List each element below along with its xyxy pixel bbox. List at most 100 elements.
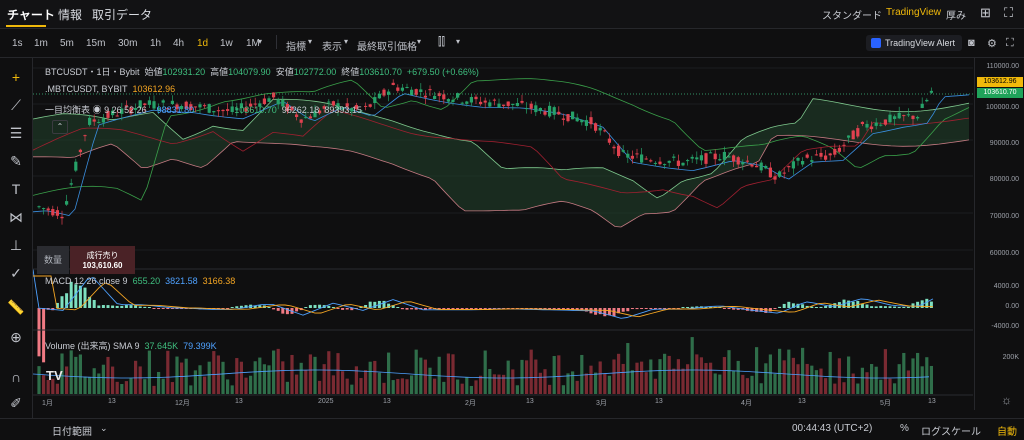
volume-bar xyxy=(548,384,552,394)
chart-canvas[interactable] xyxy=(33,58,973,410)
volume-bar xyxy=(46,379,50,394)
volume-bar xyxy=(603,373,607,394)
log-scale-toggle[interactable]: ログスケール xyxy=(921,427,981,438)
chart-type-icon[interactable]: ⫿⫿ xyxy=(438,36,446,48)
volume-bar xyxy=(755,347,759,394)
eye-icon[interactable]: ◉ xyxy=(92,105,102,115)
tf-1M[interactable]: 1M xyxy=(246,38,260,49)
macd-hist-bar xyxy=(479,308,483,309)
clock-display[interactable]: 00:44:43 (UTC+2) xyxy=(792,423,873,434)
ichimoku-span-b-value: 89393.15 xyxy=(324,105,362,115)
candle-body xyxy=(745,160,749,162)
volume-bar xyxy=(276,348,280,394)
macd-hist-bar xyxy=(497,308,501,309)
tf-4h[interactable]: 4h xyxy=(173,38,185,49)
auto-scale-toggle[interactable]: 自動 xyxy=(997,427,1017,438)
candle-body xyxy=(382,89,386,96)
candle-body xyxy=(258,103,262,107)
tradingview-alert-button[interactable]: TradingView Alert xyxy=(866,35,962,51)
macd-legend[interactable]: MACD 12 26 close 9 655.20 3821.58 3166.3… xyxy=(45,276,235,286)
camera-icon[interactable]: ◙ xyxy=(968,37,975,49)
fullscreen-chart-icon[interactable]: ⛶ xyxy=(1006,37,1014,49)
candle-body xyxy=(456,93,460,98)
volume-bar xyxy=(364,370,368,394)
market-sell-button[interactable]: 成行売り 103,610.60 xyxy=(70,246,135,274)
candle-body xyxy=(37,206,41,208)
macd-hist-bar xyxy=(805,305,809,308)
macd-hist-bar xyxy=(732,308,736,310)
ruler-icon[interactable]: 📏 xyxy=(7,299,25,315)
chevron-down-icon[interactable]: ⌄ xyxy=(100,423,108,433)
tf-1m[interactable]: 1m xyxy=(34,38,48,49)
tf-30m[interactable]: 30m xyxy=(118,38,138,49)
tab-info[interactable]: 情報 xyxy=(58,8,83,22)
fullscreen-icon[interactable]: ⛶ xyxy=(1004,5,1014,20)
crosshair-icon[interactable]: + xyxy=(11,69,21,85)
macd-hist-bar xyxy=(796,303,800,308)
brush-icon[interactable]: ✎ xyxy=(10,153,22,169)
tab-trade-data[interactable]: 取引データ xyxy=(92,8,153,22)
volume-legend[interactable]: Volume (出来高) SMA 9 37.645K 79.399K xyxy=(45,339,217,352)
magnet-icon[interactable]: ∩ xyxy=(10,369,22,385)
prediction-icon[interactable]: ⊥ xyxy=(9,237,23,253)
pattern-icon[interactable]: ⋈ xyxy=(9,209,23,225)
macd-hist-bar xyxy=(626,308,630,312)
candle-body xyxy=(929,90,933,93)
ichimoku-legend[interactable]: 一目均衡表 ◉ 9 26 52 26 98831.80 103610.70 96… xyxy=(45,103,362,116)
tab-chart[interactable]: チャート xyxy=(7,8,55,22)
volume-bar xyxy=(92,368,96,394)
tradingview-logo[interactable]: TV xyxy=(46,368,63,383)
volume-bar xyxy=(152,385,156,394)
candle-body xyxy=(249,103,253,107)
volume-bar xyxy=(635,362,639,394)
date-range-button[interactable]: 日付範囲 xyxy=(52,427,92,438)
quantity-field[interactable]: 数量 xyxy=(37,246,69,274)
standard-view-button[interactable]: スタンダード xyxy=(822,11,882,22)
candle-body xyxy=(538,107,542,112)
tf-1w[interactable]: 1w xyxy=(220,38,233,49)
axis-settings-icon[interactable]: ☼ xyxy=(1001,393,1012,407)
indicators-menu[interactable]: 指標 xyxy=(286,42,306,53)
last-price-menu[interactable]: 最終取引価格 xyxy=(357,42,417,53)
tf-1h[interactable]: 1h xyxy=(150,38,162,49)
mark-price-legend[interactable]: .MBTCUSDT, BYBIT 103612.96 xyxy=(45,84,175,94)
candle-body xyxy=(373,97,377,103)
volume-bar xyxy=(101,364,105,394)
alert-icon xyxy=(871,38,881,48)
volume-bar xyxy=(787,349,791,394)
candle-body xyxy=(322,106,326,109)
trendline-icon[interactable]: ⟋ xyxy=(11,97,21,113)
tf-5m[interactable]: 5m xyxy=(60,38,74,49)
candle-body xyxy=(759,162,763,171)
volume-pane xyxy=(33,337,933,394)
shapes-icon[interactable]: ✓ xyxy=(10,265,22,281)
tf-1d[interactable]: 1d xyxy=(197,38,209,49)
tf-15m[interactable]: 15m xyxy=(86,38,106,49)
macd-hist-bar xyxy=(74,284,78,308)
candle-body xyxy=(111,110,115,116)
percent-toggle[interactable]: % xyxy=(900,423,909,434)
chevron-down-icon[interactable]: ▾ xyxy=(258,37,263,46)
macd-hist-bar xyxy=(603,308,607,317)
volume-bar xyxy=(373,360,377,394)
lock-drawings-icon[interactable]: ✐ xyxy=(10,395,22,411)
grid-icon[interactable]: ⊞ xyxy=(980,5,991,20)
volume-bar xyxy=(805,363,809,394)
volume-bar xyxy=(299,362,303,394)
tf-1s[interactable]: 1s xyxy=(12,38,23,49)
price-axis[interactable]: 110000.00 103612.96 103610.70 100000.00 … xyxy=(974,58,1024,410)
horizontal-lines-icon[interactable]: ☰ xyxy=(9,125,23,141)
close-label: 終値 xyxy=(341,67,360,77)
collapse-legend-icon[interactable]: ⌃ xyxy=(52,120,68,134)
candle-body xyxy=(446,99,450,102)
symbol-label[interactable]: BTCUSDT・1日・Bybit xyxy=(45,67,140,77)
display-menu[interactable]: 表示 xyxy=(322,42,342,53)
zoom-in-icon[interactable]: ⊕ xyxy=(10,329,22,345)
candle-body xyxy=(874,122,878,126)
volume-bar xyxy=(676,359,680,394)
settings-icon[interactable]: ⚙ xyxy=(987,38,997,50)
depth-view-button[interactable]: 厚み xyxy=(946,11,966,22)
text-icon[interactable]: T xyxy=(11,181,21,197)
tradingview-view-button[interactable]: TradingView xyxy=(886,7,942,18)
candle-body xyxy=(345,103,349,107)
